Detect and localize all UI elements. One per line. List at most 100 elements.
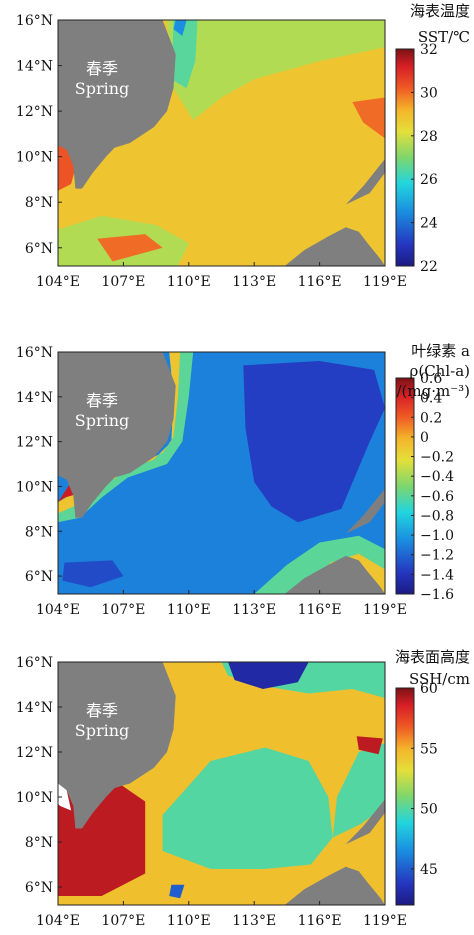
colorbar [395,377,415,595]
field-region-small-low-dot [169,884,185,899]
colorbar [395,687,415,906]
y-tick-label: 10°N [16,150,53,166]
colorbar-tick-label: 30 [420,85,438,101]
land-palawan [345,488,385,534]
x-tick-label: 113°E [232,274,276,290]
colorbar-tick-label: −1.2 [420,548,454,564]
colorbar-title: ρ(Chl-a) [410,362,470,380]
colorbar-title: 叶绿素 a [411,342,470,360]
colorbar-title: SSH/cm [409,670,470,688]
season-label: 春季 [86,391,118,410]
plot-frame [57,19,386,267]
x-tick-label: 113°E [232,913,276,929]
y-tick-label: 16°N [16,655,53,671]
land-borneo [284,227,385,266]
field-region-coastal-cold-core [173,20,187,36]
y-tick-label: 12°N [16,104,53,120]
x-tick-label: 107°E [101,274,145,290]
colorbar-tick-label: −1.0 [420,528,454,544]
colorbar-title: 海表面高度 [395,648,470,666]
colorbar-tick-label: −1.6 [420,587,454,603]
colorbar-tick-label: 22 [420,259,438,275]
y-tick-label: 12°N [16,745,53,761]
land-palawan [345,799,385,845]
field-region-northern-warm-band [167,20,385,121]
land-borneo [284,866,385,905]
y-tick-label: 6°N [25,569,53,585]
colorbar-tick-label: 50 [420,802,438,818]
y-tick-label: 8°N [25,835,53,851]
colorbar-tick-label: −0.2 [420,450,454,466]
missing-data-area [58,783,72,811]
plot-frame [57,351,386,595]
x-tick-label: 116°E [298,274,342,290]
y-tick-label: 10°N [16,479,53,495]
x-tick-label: 110°E [167,274,211,290]
colorbar-tick-label: 32 [420,42,438,58]
x-tick-label: 119°E [363,913,407,929]
x-tick-label: 116°E [298,913,342,929]
y-tick-label: 16°N [16,13,53,29]
land-palawan [345,158,385,205]
y-tick-label: 8°N [25,524,53,540]
x-tick-label: 119°E [363,274,407,290]
colorbar-tick-label: −0.8 [420,508,454,524]
plot-frame [57,661,386,906]
season-label: 春季 [86,701,118,720]
colorbar-tick-label: 55 [420,741,438,757]
colorbar-tick-label: 60 [420,681,438,697]
colorbar-tick-label: −0.4 [420,469,454,485]
x-tick-label: 113°E [232,602,276,618]
x-tick-label: 104°E [36,602,80,618]
field-region-east-warm-patch [352,97,385,139]
colorbar-tick-label: 24 [420,216,438,232]
season-label: Spring [75,721,130,740]
land-borneo [284,555,385,594]
field-region-central-low-chl [243,361,385,523]
season-label: Spring [75,411,130,430]
colorbar-title: SST/℃ [418,28,470,46]
x-tick-label: 104°E [36,274,80,290]
x-tick-label: 104°E [36,913,80,929]
colorbar-tick-label: 0.6 [420,371,442,387]
y-tick-label: 6°N [25,880,53,896]
field-region-coastal-cool-tongue [171,20,198,89]
field-region-coastal-band-inner [58,352,181,514]
field-region-central-low-tail [332,743,385,838]
colorbar-title: /(mg·m⁻³) [396,382,470,400]
colorbar-tick-label: 0.4 [420,391,442,407]
land-mainland [58,352,176,518]
colorbar-tick-label: 26 [420,172,438,188]
y-tick-label: 10°N [16,790,53,806]
y-tick-label: 8°N [25,195,53,211]
colorbar-tick-label: 0 [420,430,429,446]
y-tick-label: 6°N [25,241,53,257]
land-mainland [58,20,176,189]
x-tick-label: 110°E [167,913,211,929]
field-region-southwest-warm-patch [97,234,163,262]
colorbar-tick-label: 0.2 [420,410,442,426]
field-region-east-high-patch [356,736,383,755]
field-region-northern-very-low-ssh [228,662,309,689]
colorbar [395,48,415,267]
x-tick-label: 116°E [298,602,342,618]
x-tick-label: 110°E [167,602,211,618]
y-tick-label: 14°N [16,390,53,406]
field-region-central-low-ssh [162,747,333,869]
colorbar-tick-label: 28 [420,129,438,145]
season-label: 春季 [86,59,118,78]
land-mainland [58,662,176,829]
y-tick-label: 14°N [16,700,53,716]
field-region-southwest-low-chl [62,560,124,588]
colorbar-tick-label: −0.6 [420,489,454,505]
map-field [58,352,385,594]
colorbar-tick-label: 45 [420,862,438,878]
x-tick-label: 119°E [363,602,407,618]
map-panel-sst: 104°E 107°E 110°E 113°E 116°E 119°E 16°N 14°N 12… [16,2,470,290]
map-panel-ssh: 104°E 107°E 110°E 113°E 116°E 119°E 16°N 14°N 12… [16,648,470,929]
x-tick-label: 107°E [101,913,145,929]
colorbar-tick-label: −1.4 [420,567,454,583]
season-label: Spring [75,79,130,98]
x-tick-label: 107°E [101,602,145,618]
